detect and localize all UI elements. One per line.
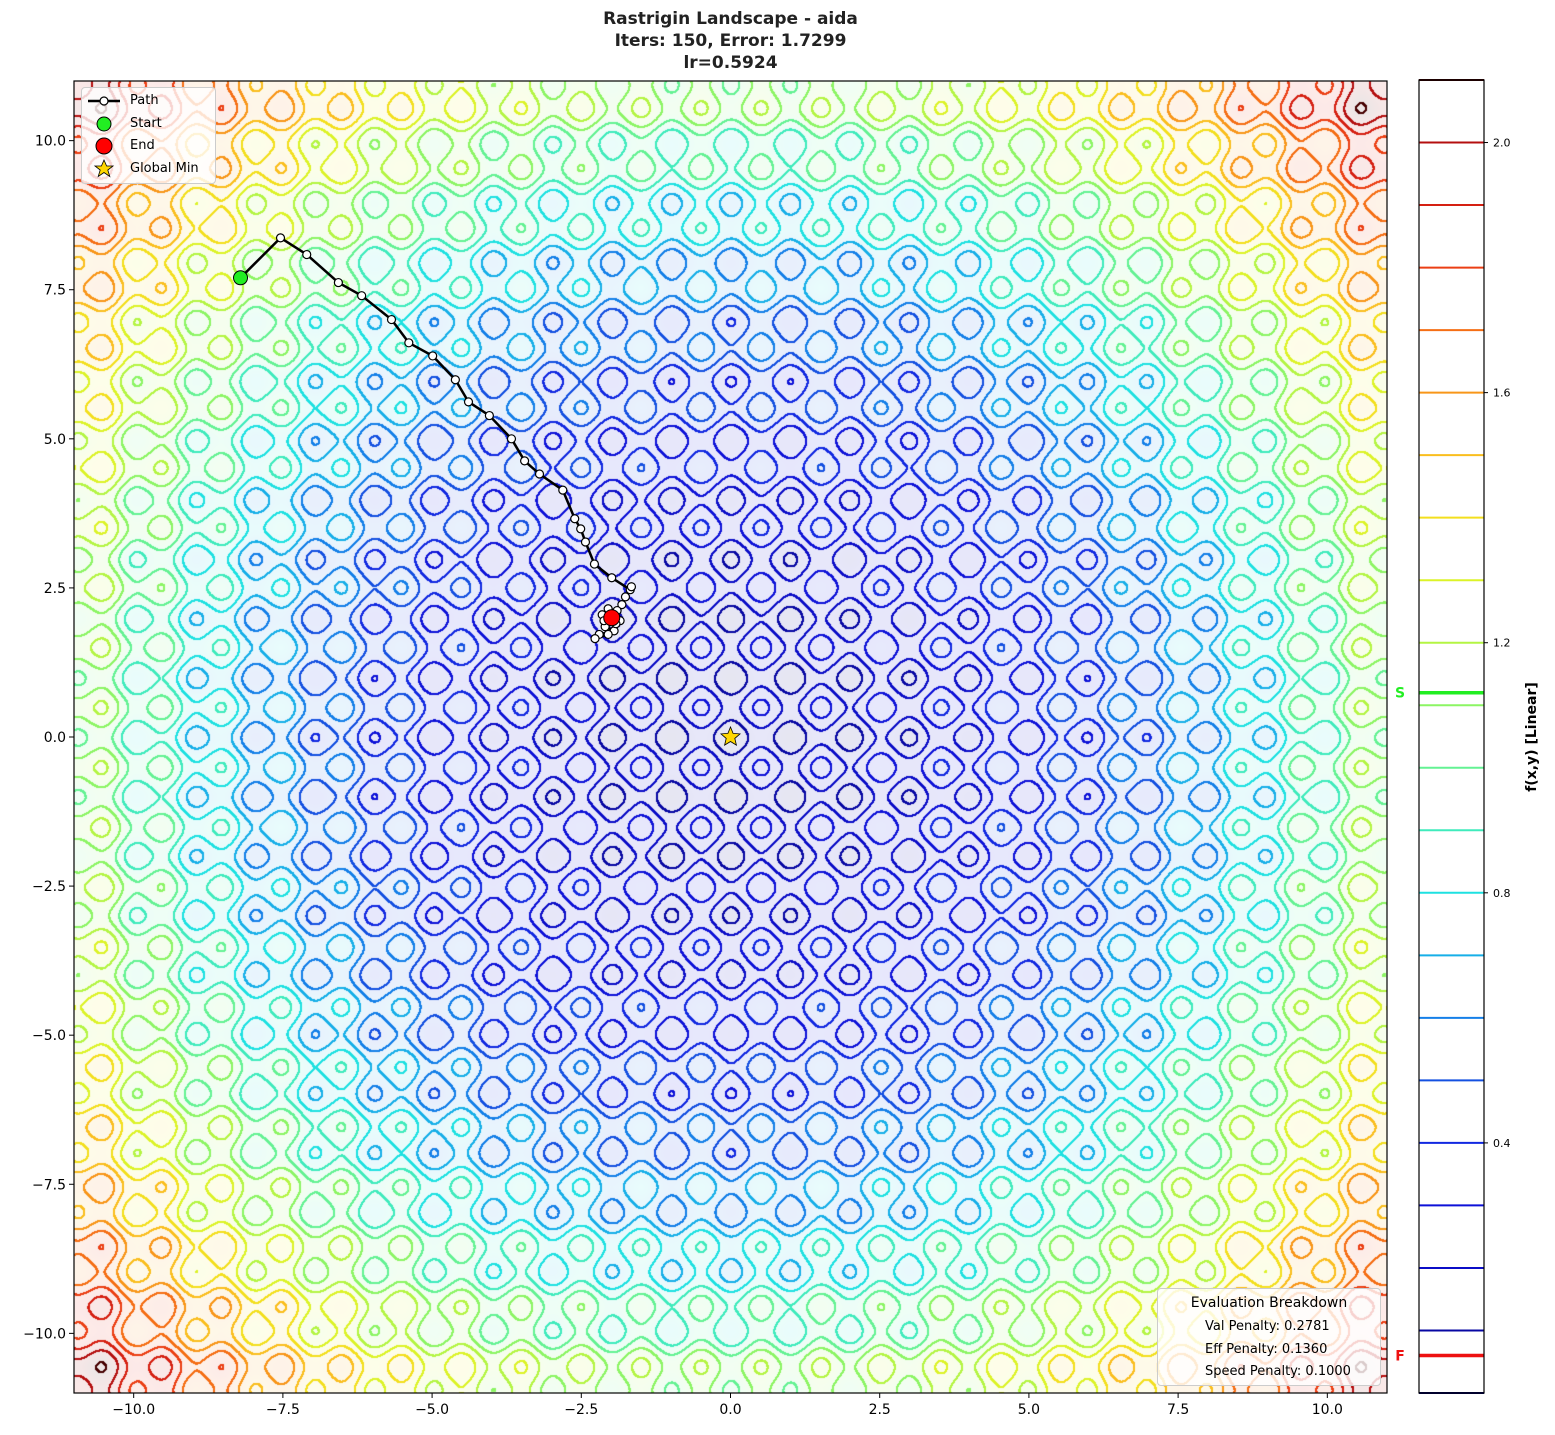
legend: Path Start End Global Min: [81, 87, 216, 184]
path-point: [428, 351, 438, 361]
path-point: [576, 524, 586, 534]
title-line-2: Iters: 150, Error: 1.7299: [614, 31, 847, 51]
path-point: [589, 559, 600, 569]
legend-symbols: [88, 96, 120, 178]
optimization-path-line: [239, 236, 633, 640]
y-tick-label: −2.5: [32, 879, 66, 895]
path-point: [333, 277, 343, 288]
y-tick-label: −5.0: [32, 1028, 66, 1044]
path-point: [463, 397, 474, 407]
path-point: [580, 537, 591, 547]
colorbar-tick-label: 1.2: [1493, 637, 1511, 650]
legend-end: End: [130, 138, 155, 153]
path-point: [607, 573, 617, 583]
path-point: [603, 629, 613, 640]
speed-penalty: Speed Penalty: 0.1000: [1205, 1364, 1351, 1379]
path-point: [590, 633, 600, 644]
evaluation-breakdown: Evaluation Breakdown Val Penalty: 0.2781…: [1157, 1288, 1381, 1386]
path-point: [519, 456, 530, 466]
legend-path: Path: [130, 93, 159, 108]
y-tick-label: 2.5: [44, 581, 66, 597]
x-tick-label: 0.0: [719, 1402, 741, 1418]
x-tick-label: 10.0: [1312, 1402, 1343, 1418]
path-point: [275, 233, 286, 243]
evaluation-title: Evaluation Breakdown: [1190, 1295, 1348, 1311]
x-tick-label: 2.5: [869, 1402, 891, 1418]
path-point: [404, 338, 414, 348]
x-tick-label: 5.0: [1018, 1402, 1040, 1418]
path-point: [484, 410, 494, 421]
y-tick-label: 10.0: [35, 134, 66, 150]
legend-global-min: Global Min: [130, 161, 199, 176]
path-point: [558, 485, 568, 495]
title-line-1: Rastrigin Landscape - aida: [603, 9, 858, 29]
x-tick-label: −5.0: [415, 1402, 449, 1418]
x-tick-label: −7.5: [266, 1402, 300, 1418]
start-legend-icon: [96, 116, 112, 132]
val-penalty: Val Penalty: 0.2781: [1205, 1319, 1330, 1334]
y-tick-label: 5.0: [44, 432, 66, 448]
x-tick-label: 7.5: [1167, 1402, 1189, 1418]
global-min-marker: [720, 725, 741, 746]
x-tick-label: −2.5: [564, 1402, 598, 1418]
legend-start: Start: [130, 116, 162, 131]
path-point: [620, 592, 631, 602]
path-legend-icon: [88, 96, 120, 106]
colorbar-marker-label: F: [1395, 1348, 1405, 1364]
colorbar-tick-label: 0.4: [1493, 1137, 1511, 1150]
eff-penalty: Eff Penalty: 0.1360: [1205, 1342, 1328, 1357]
path-point: [626, 582, 637, 592]
colorbar-tick-label: 0.8: [1493, 887, 1511, 900]
path-point: [450, 375, 460, 385]
path-point: [506, 434, 517, 444]
star-legend-icon: [93, 158, 115, 178]
y-tick-label: −10.0: [23, 1326, 66, 1342]
path-point: [617, 600, 627, 610]
path-point: [570, 514, 580, 524]
y-tick-label: −7.5: [32, 1177, 66, 1193]
colorbar-marker-label: S: [1395, 686, 1405, 702]
path-point: [302, 249, 312, 260]
colorbar-frame: [1418, 79, 1485, 1394]
y-tick-label: 0.0: [44, 730, 66, 746]
colorbar-label: f(x,y) [Linear]: [1524, 682, 1540, 792]
y-tick-label: 7.5: [44, 283, 66, 299]
colorbar-tick-label: 1.6: [1493, 387, 1511, 400]
path-point: [357, 291, 367, 301]
colorbar-tick-label: 2.0: [1493, 137, 1511, 150]
title-line-3: lr=0.5924: [683, 53, 778, 73]
chart-title: Rastrigin Landscape - aida Iters: 150, E…: [74, 8, 1387, 74]
start-marker: [233, 270, 249, 286]
end-legend-icon: [95, 137, 113, 155]
path-point: [386, 314, 397, 325]
x-tick-label: −10.0: [112, 1402, 155, 1418]
end-marker: [603, 609, 621, 627]
path-point: [534, 469, 545, 479]
